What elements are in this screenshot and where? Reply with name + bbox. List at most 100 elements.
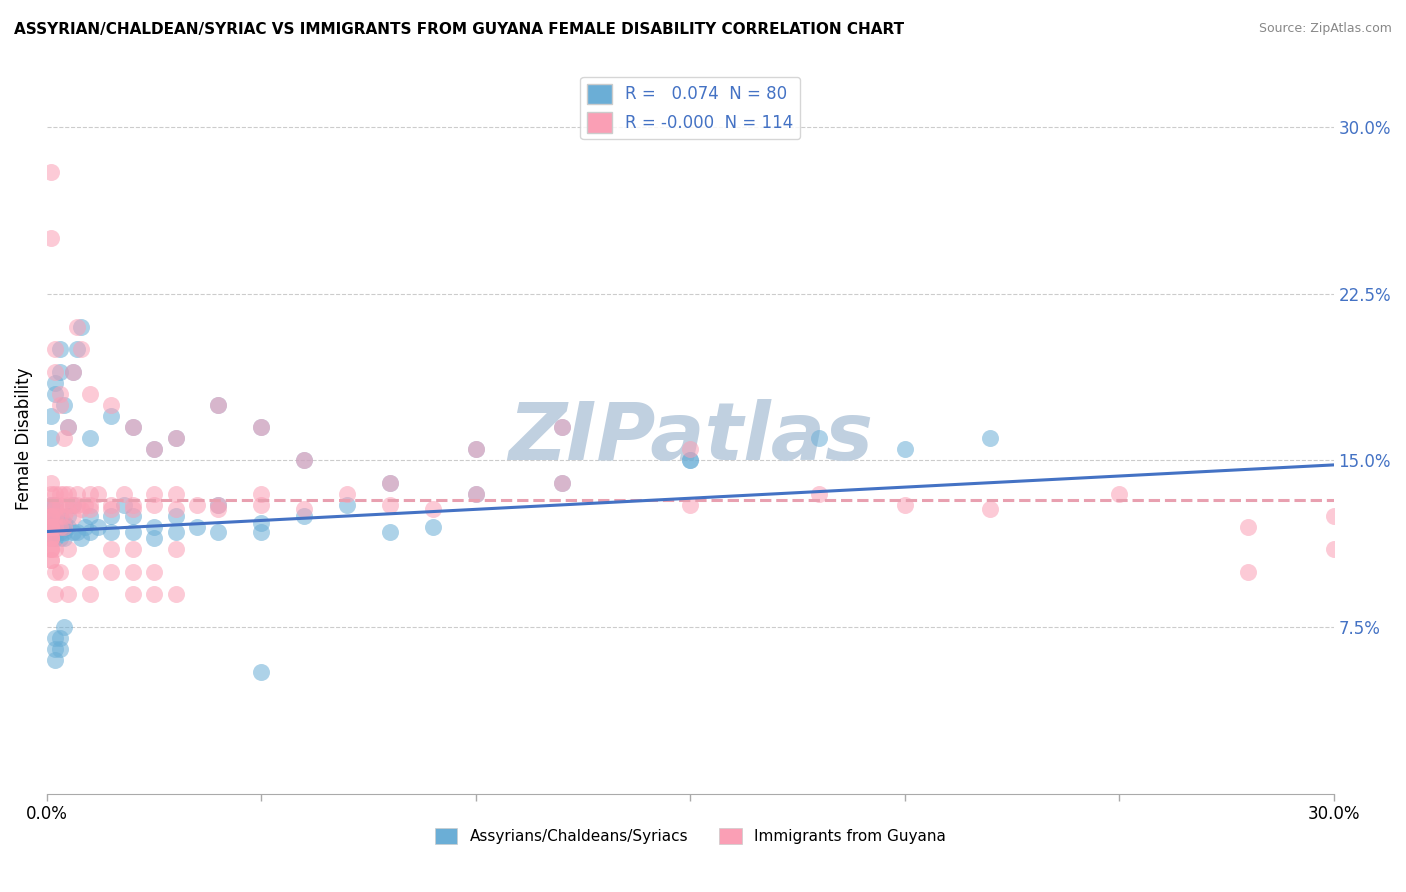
Point [893,442,915,457]
Point [49,487,72,501]
Point [75,520,97,534]
Point [49,387,72,401]
Point [53,487,76,501]
Point [292,508,315,523]
Point [39,431,62,445]
Point [121,420,143,434]
Point [39,520,62,534]
Point [100,508,122,523]
Point [679,453,702,467]
Point [165,502,187,516]
Point [39,520,62,534]
Point [66,524,89,539]
Point [62,498,84,512]
Point [49,642,72,657]
Point [121,542,143,557]
Point [58,587,80,601]
Point [336,498,359,512]
Point [49,520,72,534]
Point [58,502,80,516]
Point [44,487,66,501]
Point [53,508,76,523]
Point [893,498,915,512]
Point [49,565,72,579]
Point [44,520,66,534]
Point [58,498,80,512]
Point [1322,542,1344,557]
Point [44,542,66,557]
Point [250,498,273,512]
Point [70,502,93,516]
Point [292,502,315,516]
Point [39,553,62,567]
Point [58,420,80,434]
Point [807,487,830,501]
Point [58,520,80,534]
Point [79,502,101,516]
Point [44,653,66,667]
Point [39,231,62,245]
Point [44,565,66,579]
Point [464,442,486,457]
Point [143,498,166,512]
Point [62,498,84,512]
Point [112,498,135,512]
Point [39,553,62,567]
Point [53,524,76,539]
Point [550,475,572,490]
Point [121,508,143,523]
Point [207,498,229,512]
Point [378,475,401,490]
Point [49,498,72,512]
Point [679,498,702,512]
Point [165,587,187,601]
Point [207,398,229,412]
Point [62,365,84,379]
Point [66,487,89,501]
Point [121,524,143,539]
Point [49,365,72,379]
Point [422,520,444,534]
Point [39,520,62,534]
Point [143,487,166,501]
Point [250,487,273,501]
Point [250,516,273,530]
Point [100,409,122,423]
Point [44,508,66,523]
Point [44,498,66,512]
Point [39,520,62,534]
Point [143,520,166,534]
Point [165,542,187,557]
Point [62,524,84,539]
Point [100,565,122,579]
Point [143,565,166,579]
Point [44,498,66,512]
Point [39,487,62,501]
Legend: R =   0.074  N = 80, R = -0.000  N = 114: R = 0.074 N = 80, R = -0.000 N = 114 [581,77,800,139]
Point [39,531,62,545]
Point [250,524,273,539]
Point [79,498,101,512]
Point [79,387,101,401]
Point [49,508,72,523]
Point [44,502,66,516]
Point [121,498,143,512]
Point [207,524,229,539]
Point [1322,508,1344,523]
Point [378,475,401,490]
Point [165,431,187,445]
Point [49,520,72,534]
Point [165,487,187,501]
Point [250,665,273,679]
Point [39,498,62,512]
Point [550,420,572,434]
Point [58,508,80,523]
Point [422,502,444,516]
Point [550,420,572,434]
Point [250,420,273,434]
Point [39,531,62,545]
Point [58,420,80,434]
Point [121,587,143,601]
Point [39,409,62,423]
Y-axis label: Female Disability: Female Disability [15,367,32,509]
